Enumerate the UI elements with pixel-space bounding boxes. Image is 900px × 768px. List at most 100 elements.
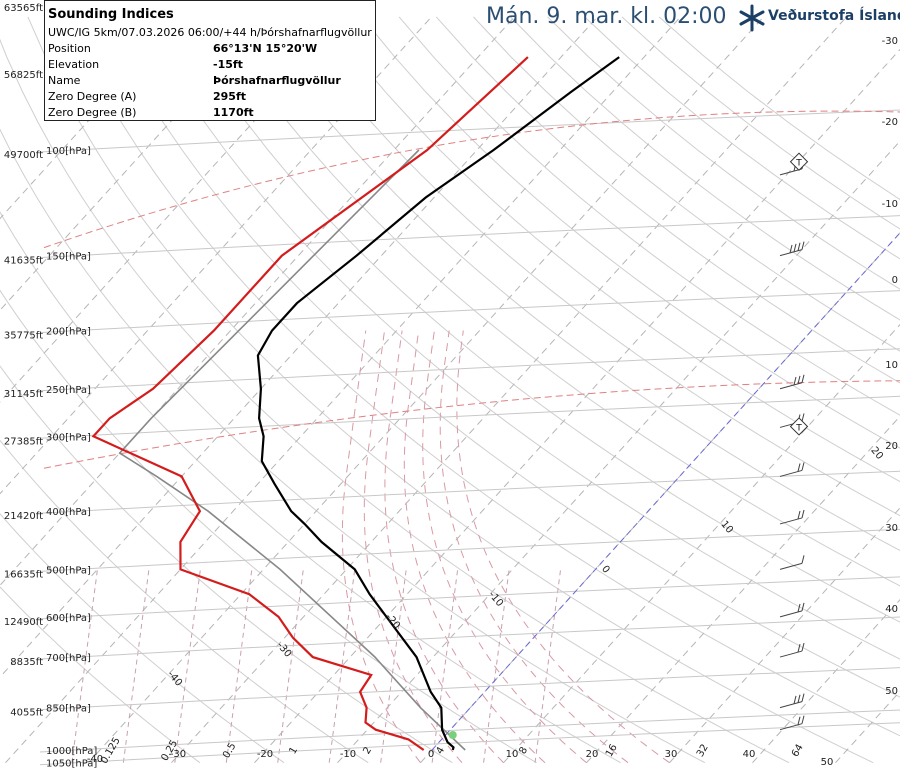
mixing-ratio-line [225, 569, 253, 763]
info-row-elevation: Elevation -15ft [48, 58, 373, 74]
marker-box [789, 417, 809, 436]
mixing-ratio-line [431, 569, 459, 763]
moist-adiabat-line [363, 330, 463, 764]
mixing-ratio-line [174, 569, 201, 763]
info-row-zero-b: Zero Degree (B) 1170ft [48, 106, 373, 122]
dry-adiabat-line [398, 16, 900, 416]
height-label: 49700ft [4, 150, 43, 161]
mixing-ratio-label: 32 [695, 742, 711, 759]
dry-adiabat-line [0, 289, 537, 764]
brand-name: Veðurstofa Íslands [768, 8, 900, 24]
right-temp-tick: -10 [882, 199, 898, 210]
snowflake-icon [739, 4, 765, 32]
tropopause-line [43, 110, 900, 249]
mixing-ratio-line [380, 569, 407, 763]
pressure-label: 400[hPa] [46, 507, 91, 518]
brand-logo: Veðurstofa Íslands [738, 4, 900, 32]
right-temp-tick: 30 [885, 523, 898, 534]
pressure-line [39, 348, 900, 392]
isotherm-label: 20 [868, 445, 885, 462]
right-temp-tick: -20 [882, 117, 898, 128]
wind-barb-flag [797, 242, 801, 251]
wind-barb-flag [797, 603, 801, 613]
wind-barb-flag [793, 376, 797, 386]
height-label: 63565ft [4, 3, 43, 14]
wind-barb-flag [797, 716, 801, 725]
dry-adiabat-line [473, 16, 900, 352]
pressure-label: 300[hPa] [46, 432, 91, 443]
isotherm-line [752, 598, 900, 764]
forecast-time: Mán. 9. mar. kl. 02:00 [486, 4, 727, 29]
pressure-label: 250[hPa] [46, 385, 91, 396]
isotherm-line [835, 690, 900, 764]
mixing-ratio-label: 4 [434, 745, 447, 756]
wind-barb-flag [801, 642, 805, 652]
dry-adiabat-line [621, 16, 900, 230]
dry-adiabat-line [138, 16, 900, 660]
mixing-ratio-line [328, 569, 356, 763]
pressure-line [39, 109, 900, 153]
mixing-ratio-line [483, 569, 510, 763]
height-label: 41635ft [4, 256, 43, 267]
wind-barb-flag [801, 715, 805, 724]
mixing-ratio-line [71, 569, 98, 763]
wind-barb [779, 555, 805, 570]
dry-adiabat-line [27, 16, 874, 764]
mixing-ratio-label: 1 [287, 745, 300, 756]
wind-barb [779, 374, 805, 390]
dry-adiabat-line [213, 16, 900, 587]
bottom-temp-tick: 10 [506, 749, 519, 760]
moist-adiabat-line [456, 330, 670, 764]
right-temp-tick: 40 [885, 604, 898, 615]
right-temp-tick: 20 [885, 441, 898, 452]
bottom-temp-tick: -20 [257, 749, 273, 760]
pressure-line [39, 616, 900, 660]
marker-label: T [795, 159, 802, 169]
pressure-label: 200[hPa] [46, 327, 91, 338]
wind-barb-flag [801, 555, 805, 564]
right-temp-tick: 50 [885, 686, 898, 697]
label-layer: T T 100[hPa]49700ft 150[hPa]41635ft 200[hPa]… [4, 3, 898, 768]
dry-adiabat-line [0, 365, 453, 764]
wind-barb [779, 462, 805, 477]
pressure-label: 850[hPa] [46, 704, 91, 715]
sounding-info-box: Sounding Indices UWC/IG 5km/07.03.2026 0… [44, 0, 376, 121]
height-label: 4055ft [10, 708, 43, 719]
moist-adiabat-line [422, 330, 587, 764]
info-title: Sounding Indices [48, 7, 174, 22]
tropopause-line [43, 380, 900, 469]
bottom-temp-tick: 50 [821, 757, 834, 768]
dry-adiabat-line [101, 16, 900, 698]
wind-barb-staff [779, 701, 803, 709]
bottom-temp-tick: 40 [743, 749, 756, 760]
zero-isotherm-line [431, 232, 900, 751]
wind-barb-staff [779, 650, 803, 658]
info-value: 1170ft [213, 106, 254, 119]
isotherm-label: 10 [718, 519, 735, 536]
wind-barb-flag [793, 695, 797, 704]
mixing-ratio-label: 2 [361, 745, 374, 756]
pressure-label: 500[hPa] [46, 565, 91, 576]
pressure-label: 1050[hPa] [46, 759, 97, 768]
dry-adiabat-line [175, 16, 900, 623]
height-label: 8835ft [10, 657, 43, 668]
isotherm-line [171, 16, 847, 764]
info-value: 295ft [213, 90, 247, 103]
dry-adiabat-line [435, 16, 900, 384]
pressure-label: 600[hPa] [46, 613, 91, 624]
wind-barb-flag [797, 510, 801, 520]
height-label: 21420ft [4, 511, 43, 522]
bottom-temp-tick: -30 [170, 749, 186, 760]
dry-adiabat-line [0, 211, 621, 764]
info-value: Þórshafnarflugvöllur [213, 74, 341, 87]
wind-barb-staff [779, 562, 803, 570]
dry-adiabat-line [0, 128, 706, 764]
dry-adiabat-line [0, 586, 201, 764]
mixing-ratio-label: 64 [790, 742, 806, 759]
dewpoint-line [91, 56, 529, 751]
info-row-position: Position 66°13'N 15°20'W [48, 42, 373, 58]
temperature-line [256, 56, 620, 751]
isotherm-label: -10 [486, 590, 505, 610]
wind-barb [779, 715, 805, 731]
mixing-ratio-line [122, 569, 150, 763]
